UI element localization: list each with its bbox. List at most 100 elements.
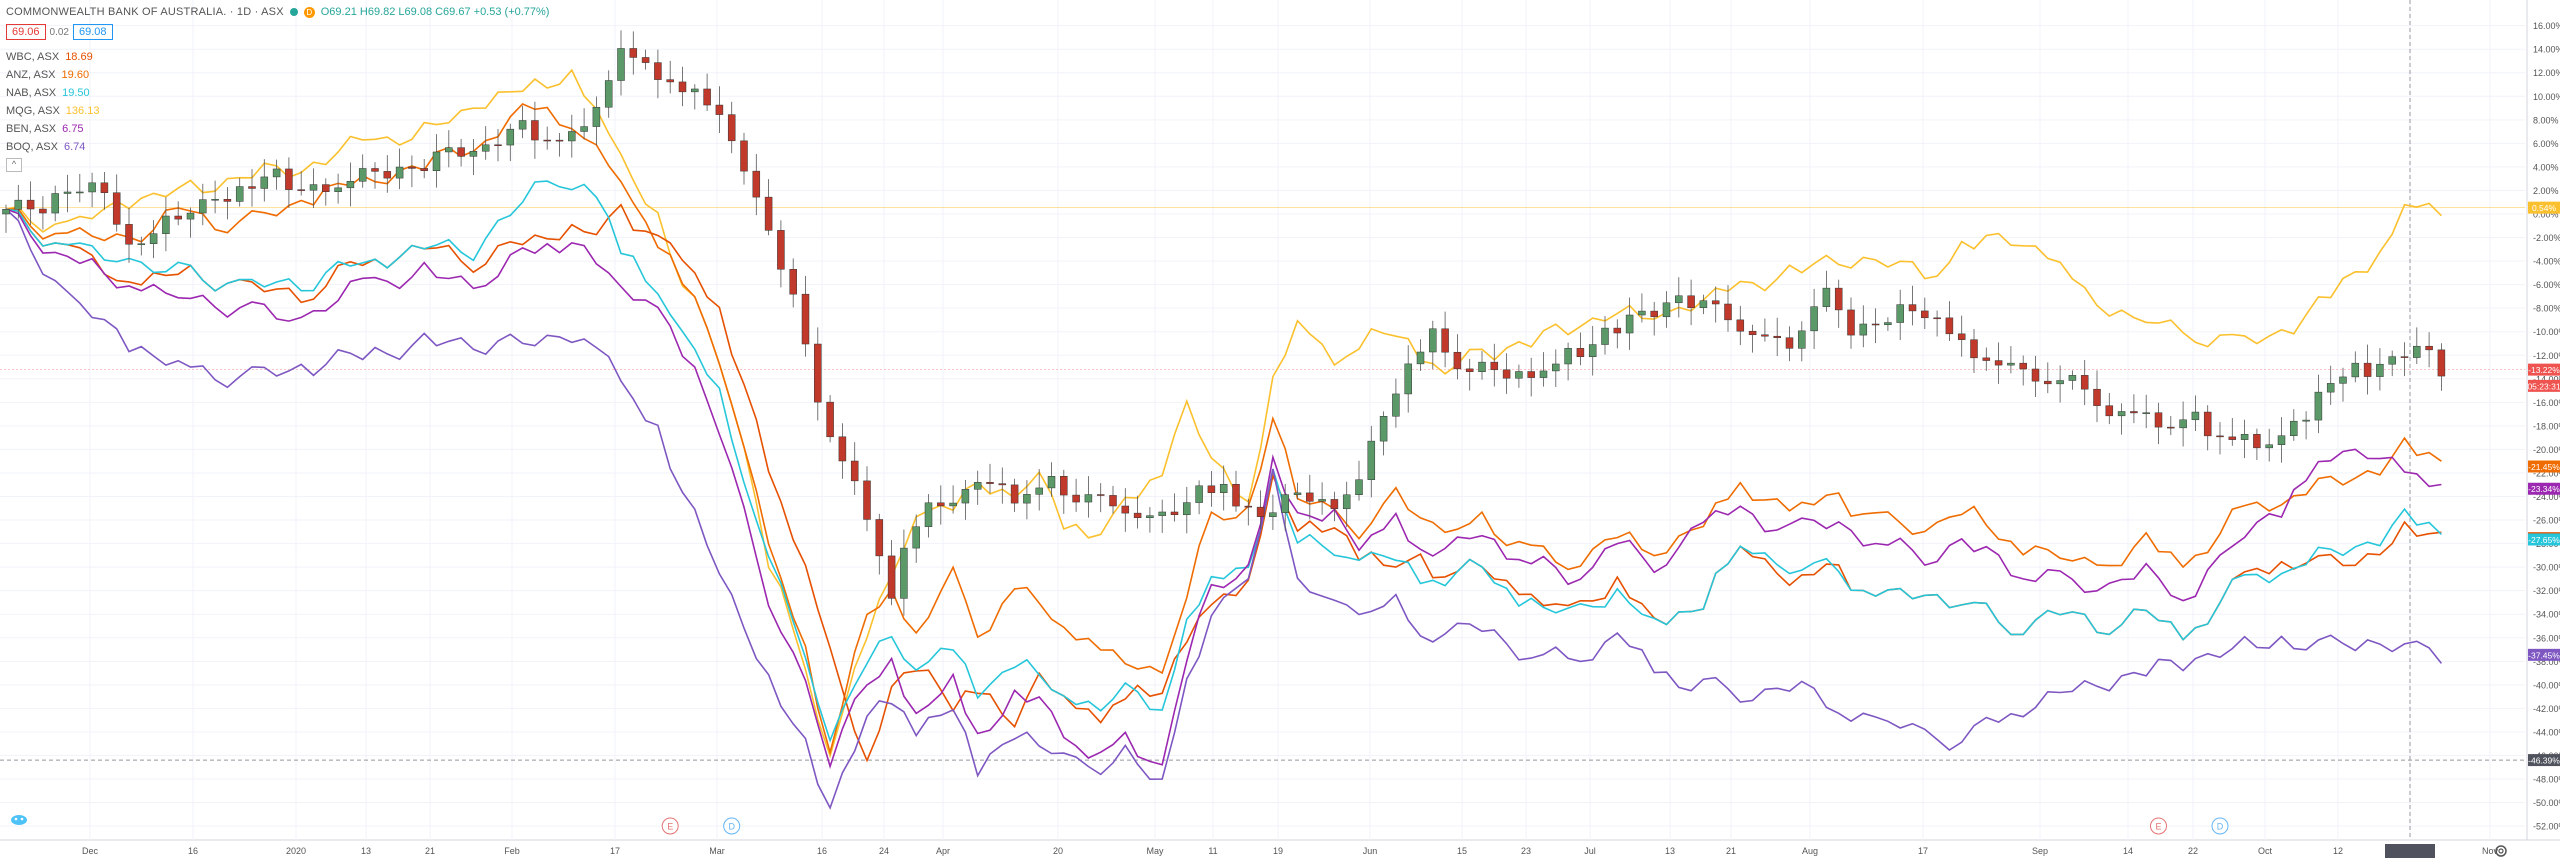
x-tick-label: 17 — [610, 846, 620, 856]
y-tick-label: -18.00% — [2533, 421, 2560, 431]
buy-button[interactable]: 69.08 — [73, 24, 113, 40]
candle-body — [445, 147, 453, 153]
candle-body — [248, 186, 256, 189]
candle-body — [334, 187, 342, 193]
collapse-legend-button[interactable]: ^ — [6, 158, 22, 172]
candle-body — [1699, 300, 1708, 308]
x-tick-label: Sep — [2032, 846, 2048, 856]
candle-body — [604, 80, 613, 108]
candle-body — [14, 199, 23, 210]
candle-body — [1293, 492, 1302, 495]
x-tick-label: Jun — [1363, 846, 1378, 856]
candle-body — [2191, 411, 2200, 421]
comparison-item-wbc[interactable]: WBC, ASX 18.69 — [6, 48, 549, 66]
candle-body — [1576, 348, 1585, 358]
comparison-value: 6.74 — [63, 141, 86, 153]
y-tick-label: -42.00% — [2533, 704, 2560, 714]
candle-body — [617, 48, 625, 81]
candle-body — [1404, 363, 1412, 395]
comparison-item-anz[interactable]: ANZ, ASX 19.60 — [6, 66, 549, 84]
candle-body — [1884, 322, 1892, 325]
candle-body — [2425, 345, 2433, 351]
candle-body — [1687, 295, 1695, 308]
candle-body — [703, 88, 711, 106]
candle-body — [2253, 434, 2261, 449]
candle-body — [949, 502, 957, 507]
comparison-item-boq[interactable]: BOQ, ASX 6.74 — [6, 138, 549, 156]
comparison-list: WBC, ASX 18.69 ANZ, ASX 19.60 NAB, ASX 1… — [6, 48, 549, 156]
y-tick-label: -48.00% — [2533, 775, 2560, 785]
candle-body — [2203, 411, 2212, 437]
y-tick-label: -34.00% — [2533, 610, 2560, 620]
candle-body — [1921, 310, 1929, 319]
candle-body — [678, 81, 687, 93]
event-marker-label: D — [728, 822, 735, 832]
candle-body — [408, 166, 416, 169]
candle-body — [1490, 361, 1499, 371]
candle-body — [2302, 419, 2310, 422]
candle-body — [2130, 411, 2138, 414]
event-marker — [2211, 817, 2229, 835]
dividend-badge[interactable]: D — [303, 6, 315, 18]
market-status-icon — [289, 8, 298, 16]
candle-body — [777, 230, 785, 270]
candle-body — [1552, 363, 1560, 372]
candle-body — [1761, 334, 1769, 337]
candle-body — [1798, 330, 1806, 349]
sell-button[interactable]: 69.06 — [6, 24, 46, 40]
y-tick-label: -40.00% — [2533, 680, 2560, 690]
ohlc-values: O69.21 H69.82 L69.08 C69.67 +0.53 (+0.77… — [320, 6, 550, 18]
price-label-box — [2528, 201, 2560, 214]
x-tick-label: 21 — [1726, 846, 1736, 856]
symbol-title[interactable]: COMMONWEALTH BANK OF AUSTRALIA. · 1D · A… — [6, 6, 284, 18]
y-tick-label: -36.00% — [2533, 633, 2560, 643]
candle-body — [2314, 391, 2323, 421]
candle-body — [1773, 335, 1781, 338]
candle-body — [912, 526, 920, 549]
candle-body — [1625, 314, 1634, 334]
x-tick-label: Jul — [1584, 846, 1596, 856]
candle-body — [1613, 327, 1622, 334]
candle-body — [51, 193, 59, 214]
y-tick-label: -26.00% — [2533, 516, 2560, 526]
price-buttons: 69.06 0.02 69.08 — [6, 24, 549, 40]
candle-body — [1355, 479, 1363, 496]
x-tick-label: 23 — [1521, 846, 1531, 856]
candle-body — [875, 519, 884, 557]
x-tick-label: 13 — [1665, 846, 1675, 856]
comparison-item-mqg[interactable]: MQG, ASX 136.13 — [6, 102, 549, 120]
cloud-icon[interactable] — [10, 812, 28, 826]
candle-body — [2, 209, 10, 215]
y-tick-label: 12.00% — [2533, 68, 2560, 78]
candle-body — [1810, 306, 1818, 332]
comparison-item-ben[interactable]: BEN, ASX 6.75 — [6, 120, 549, 138]
candle-body — [1994, 360, 2003, 366]
price-label-text: -13.22% — [2528, 365, 2560, 375]
y-tick-label: -52.00% — [2533, 822, 2560, 832]
candle-body — [1736, 319, 1745, 332]
comparison-value: 18.69 — [65, 51, 93, 63]
gear-icon[interactable] — [2493, 843, 2509, 859]
candle-body — [764, 196, 773, 231]
candle-body — [1416, 351, 1425, 365]
x-tick-label: Dec — [82, 846, 99, 856]
candle-body — [1515, 371, 1523, 379]
x-tick-label: Apr — [936, 846, 950, 856]
x-tick-label: 22 — [2188, 846, 2198, 856]
candle-body — [2031, 368, 2040, 382]
event-marker — [723, 817, 741, 835]
candle-body — [2376, 363, 2384, 377]
price-label-box — [2528, 363, 2560, 376]
x-tick-label: 11 — [1208, 846, 1217, 856]
y-tick-label: 8.00% — [2533, 115, 2559, 125]
y-tick-label: -2.00% — [2533, 233, 2560, 243]
candle-body — [1219, 484, 1228, 493]
candle-body — [1306, 492, 1314, 502]
candle-body — [2339, 376, 2347, 384]
series-line-mqg — [5, 68, 2442, 759]
candle-body — [740, 140, 748, 172]
y-tick-label: -4.00% — [2533, 257, 2560, 267]
y-tick-label: 6.00% — [2533, 139, 2559, 149]
comparison-item-nab[interactable]: NAB, ASX 19.50 — [6, 84, 549, 102]
